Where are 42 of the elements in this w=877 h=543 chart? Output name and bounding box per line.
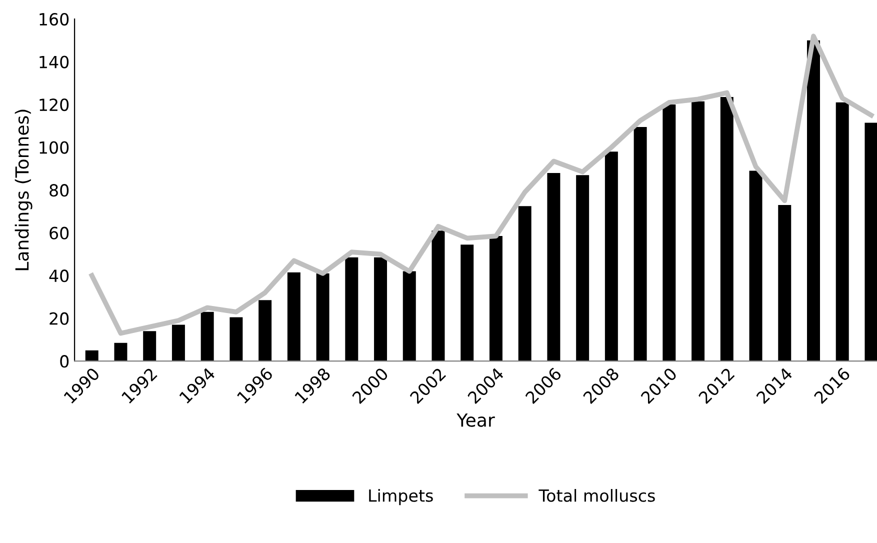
bar <box>489 236 502 362</box>
bar <box>432 230 445 362</box>
bar <box>692 101 705 362</box>
bar <box>200 312 214 362</box>
y-tick-label: 20 <box>50 312 69 325</box>
bar <box>720 97 734 362</box>
y-axis-title: Landings (Tonnes) <box>14 110 32 270</box>
bar <box>85 350 98 362</box>
bar <box>316 273 330 362</box>
line-series <box>89 34 874 336</box>
bar <box>778 205 792 362</box>
y-tick-label: 160 <box>40 12 69 26</box>
y-tick-label: 80 <box>50 184 69 197</box>
bar <box>172 324 185 362</box>
bar <box>576 175 590 362</box>
bar <box>230 317 243 362</box>
bar <box>287 272 300 362</box>
bar <box>547 172 560 362</box>
bar <box>258 300 272 362</box>
x-axis-title: Year <box>456 413 495 427</box>
y-tick-label: 100 <box>40 141 69 154</box>
y-tick-label: 140 <box>40 56 69 68</box>
legend-label: Total molluscs <box>538 488 655 502</box>
y-tick-label: 40 <box>49 270 69 282</box>
bar <box>345 257 358 362</box>
bar <box>460 244 474 362</box>
bar <box>749 170 762 362</box>
bar <box>114 342 128 362</box>
bar <box>807 40 820 362</box>
bar <box>864 122 877 362</box>
y-tick-label: 60 <box>50 226 69 240</box>
y-tick-label: 120 <box>40 98 69 112</box>
legend-label: Limpets <box>369 488 433 506</box>
bar <box>518 206 532 362</box>
bar <box>143 331 156 362</box>
bar <box>402 271 416 362</box>
y-tick-label: 0 <box>60 355 69 368</box>
bar <box>662 104 676 362</box>
bar <box>634 126 647 362</box>
bar <box>836 102 849 362</box>
bar <box>374 257 388 362</box>
bar <box>604 152 618 362</box>
